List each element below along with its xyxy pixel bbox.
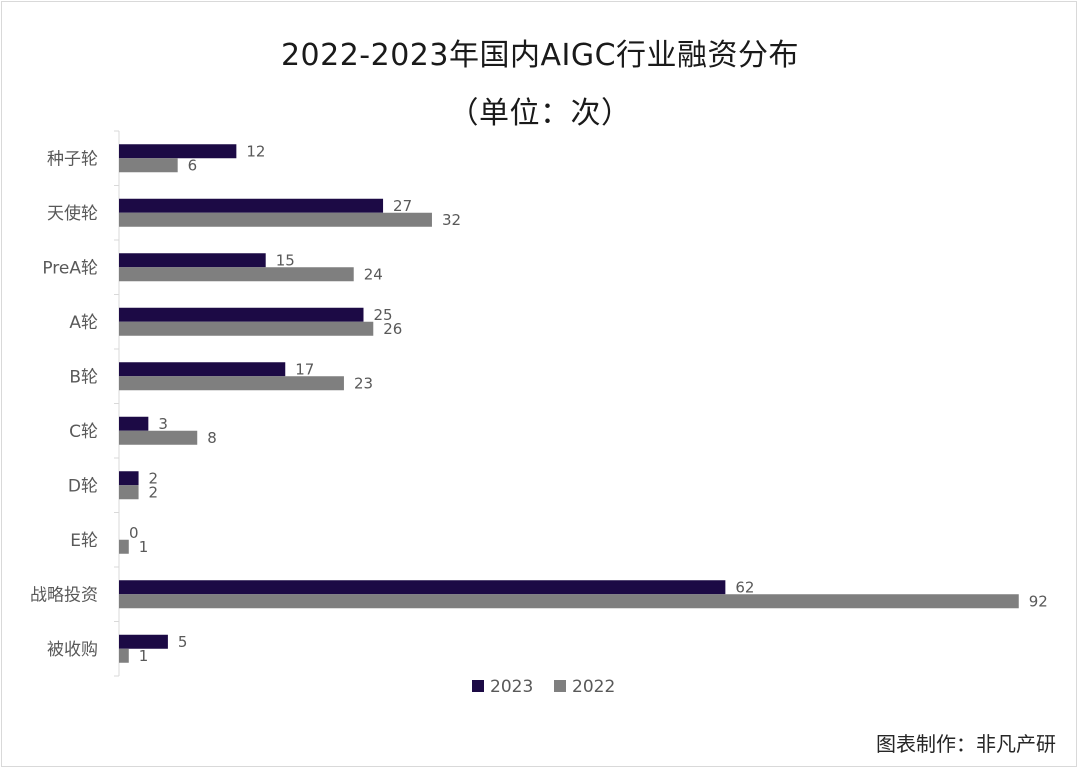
chart-credit: 图表制作：非凡产研	[876, 732, 1056, 756]
bar-2023	[119, 634, 168, 649]
legend-swatch-2022	[554, 680, 566, 692]
bar-2022	[119, 485, 139, 500]
bar-2022	[119, 376, 344, 391]
data-label-2023: 25	[374, 306, 393, 324]
data-label-2023: 17	[295, 360, 314, 378]
bar-2023	[119, 362, 286, 377]
category-label: E轮	[70, 531, 98, 551]
data-label-2022: 26	[383, 320, 402, 338]
legend-swatch-2023	[472, 680, 484, 692]
bar-2023	[119, 307, 364, 322]
bar-2023	[119, 144, 237, 159]
bar-2022	[119, 267, 354, 282]
category-label: 被收购	[47, 640, 98, 660]
bar-2022	[119, 594, 1019, 609]
data-label-2023: 2	[149, 469, 159, 487]
bar-2023	[119, 198, 384, 213]
category-label: C轮	[69, 422, 98, 442]
bar-2022	[119, 430, 198, 445]
legend-label-2023: 2023	[490, 677, 533, 697]
bar-2023	[119, 253, 266, 268]
data-label-2023: 12	[246, 142, 265, 160]
data-label-2023: 0	[129, 524, 139, 542]
chart-title: 2022-2023年国内AIGC行业融资分布	[280, 38, 800, 73]
bar-2022	[119, 539, 129, 554]
category-label: B轮	[69, 367, 98, 387]
data-label-2023: 15	[276, 251, 295, 269]
data-label-2022: 1	[139, 647, 149, 665]
data-label-2022: 8	[207, 429, 217, 447]
data-label-2022: 2	[149, 483, 159, 501]
data-label-2022: 1	[139, 538, 149, 556]
legend-label-2022: 2022	[572, 677, 615, 697]
data-label-2022: 6	[188, 156, 198, 174]
bar-2023	[119, 580, 726, 595]
category-label: 天使轮	[47, 203, 98, 224]
bar-2022	[119, 158, 178, 173]
category-label: 战略投资	[30, 585, 98, 605]
bar-2022	[119, 648, 129, 663]
data-label-2022: 24	[364, 265, 383, 283]
bar-2023	[119, 471, 139, 486]
data-label-2023: 27	[393, 197, 412, 215]
data-label-2023: 3	[158, 415, 168, 433]
bar-2023	[119, 416, 149, 431]
data-label-2023: 5	[178, 633, 188, 651]
data-label-2022: 32	[442, 211, 461, 229]
data-label-2022: 23	[354, 374, 373, 392]
category-label: A轮	[69, 313, 98, 333]
chart-subtitle: （单位：次）	[448, 96, 632, 131]
category-label: 种子轮	[47, 149, 98, 169]
data-label-2023: 62	[735, 578, 754, 596]
bar-2022	[119, 321, 374, 336]
category-label: D轮	[68, 476, 98, 496]
bar-2022	[119, 212, 432, 227]
data-label-2022: 92	[1029, 592, 1048, 610]
category-label: PreA轮	[42, 258, 98, 278]
